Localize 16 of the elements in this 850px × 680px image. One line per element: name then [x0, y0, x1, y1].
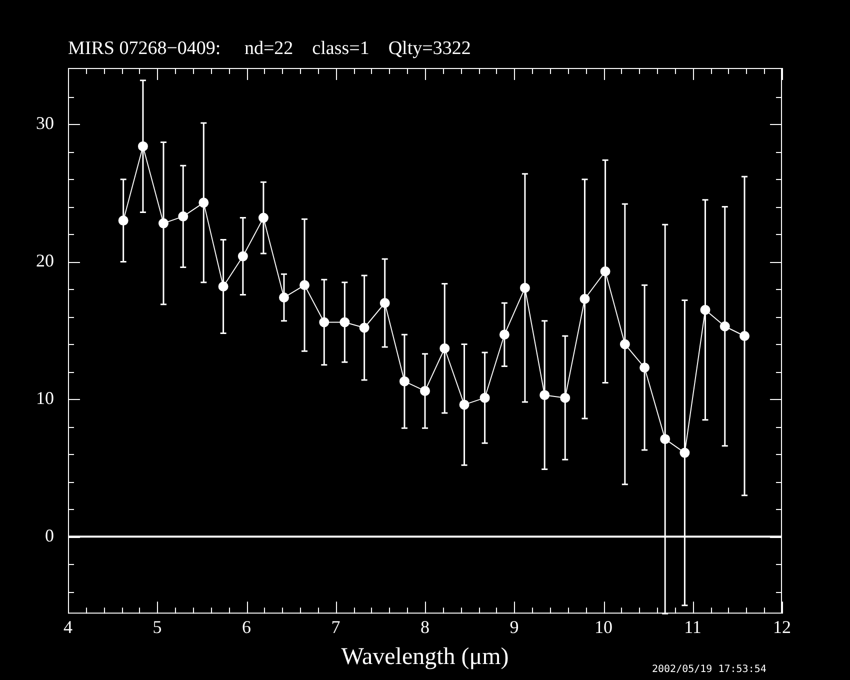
text: 2002/05/19 17:53:54 — [652, 664, 766, 675]
x-tick-label: 11 — [684, 617, 702, 638]
x-tick-label: 12 — [773, 617, 791, 638]
y-tick-label: 0 — [45, 525, 54, 546]
x-tick-label: 5 — [152, 617, 162, 638]
x-tick-label: 10 — [594, 617, 612, 638]
chart-title: MIRS 07268−0409: nd=22 class=1 Qlty=3322 — [68, 38, 471, 60]
x-tick-label: 8 — [420, 617, 430, 638]
y-tick-label: 20 — [36, 250, 54, 271]
x-tick-label: 7 — [331, 617, 340, 638]
x-tick-label: 9 — [510, 617, 519, 638]
y-tick-label: 10 — [36, 388, 54, 408]
x-axis-title: Wavelength (μm) — [341, 644, 509, 670]
y-tick-label: 30 — [36, 113, 54, 134]
x-tick-label: 4 — [64, 617, 72, 638]
x-tick-label: 6 — [242, 617, 251, 638]
